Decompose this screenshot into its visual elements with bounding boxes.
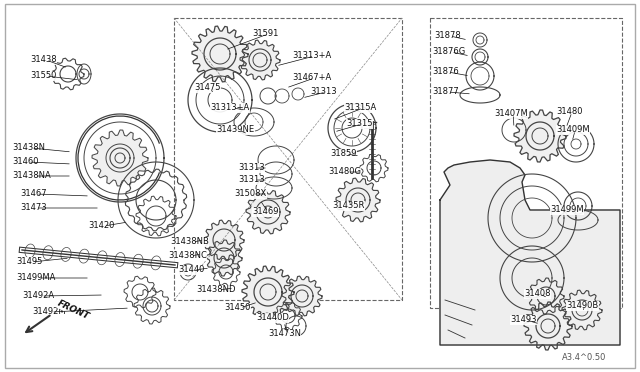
Text: 31480: 31480 bbox=[556, 108, 582, 116]
Text: 31438N: 31438N bbox=[12, 144, 45, 153]
Text: 31439NE: 31439NE bbox=[216, 125, 254, 135]
Text: 31492M: 31492M bbox=[32, 308, 66, 317]
Text: 31876G: 31876G bbox=[432, 48, 465, 57]
Text: 31480G: 31480G bbox=[328, 167, 361, 176]
Text: 31469: 31469 bbox=[252, 208, 278, 217]
Text: 31550: 31550 bbox=[30, 71, 56, 80]
Text: 31473: 31473 bbox=[20, 203, 47, 212]
Polygon shape bbox=[440, 160, 620, 345]
Text: 31495: 31495 bbox=[16, 257, 42, 266]
Text: 31315: 31315 bbox=[346, 119, 372, 128]
Text: 31440: 31440 bbox=[178, 266, 204, 275]
Text: 31876: 31876 bbox=[432, 67, 459, 77]
Text: 31473N: 31473N bbox=[268, 330, 301, 339]
Text: 31407M: 31407M bbox=[494, 109, 528, 119]
Polygon shape bbox=[336, 178, 380, 222]
Text: 31591: 31591 bbox=[252, 29, 278, 38]
Text: 31409M: 31409M bbox=[556, 125, 589, 135]
Polygon shape bbox=[192, 26, 248, 82]
Polygon shape bbox=[282, 276, 322, 316]
Text: 31878: 31878 bbox=[434, 32, 461, 41]
Text: 31313+A: 31313+A bbox=[292, 51, 332, 61]
Text: 31499M: 31499M bbox=[550, 205, 584, 215]
Text: 31313+A: 31313+A bbox=[210, 103, 249, 112]
Text: 31490B: 31490B bbox=[566, 301, 598, 311]
Text: 31435R: 31435R bbox=[332, 202, 364, 211]
Polygon shape bbox=[92, 130, 148, 186]
Text: 31859: 31859 bbox=[330, 150, 356, 158]
Text: 31438: 31438 bbox=[30, 55, 56, 64]
Polygon shape bbox=[246, 190, 290, 234]
Polygon shape bbox=[240, 40, 280, 80]
Bar bbox=[430, 18, 622, 308]
Polygon shape bbox=[204, 220, 244, 260]
Polygon shape bbox=[206, 240, 242, 276]
Polygon shape bbox=[514, 110, 566, 162]
Text: FRONT: FRONT bbox=[56, 299, 91, 321]
Text: 31460: 31460 bbox=[12, 157, 38, 167]
Text: 31499MA: 31499MA bbox=[16, 273, 56, 282]
Polygon shape bbox=[562, 290, 602, 330]
Text: 31408: 31408 bbox=[524, 289, 550, 298]
Text: 31438NC: 31438NC bbox=[168, 251, 207, 260]
Text: 31467: 31467 bbox=[20, 189, 47, 199]
Polygon shape bbox=[524, 302, 572, 350]
Text: 31313: 31313 bbox=[238, 176, 264, 185]
Text: 31467+A: 31467+A bbox=[292, 74, 332, 83]
Polygon shape bbox=[528, 278, 564, 314]
Text: 31315A: 31315A bbox=[344, 103, 376, 112]
Text: 31492A: 31492A bbox=[22, 292, 54, 301]
Text: A3.4^0.50: A3.4^0.50 bbox=[562, 353, 606, 362]
Text: 31438NB: 31438NB bbox=[170, 237, 209, 247]
Text: 31440D: 31440D bbox=[256, 314, 289, 323]
Polygon shape bbox=[242, 266, 294, 318]
Text: 31420: 31420 bbox=[88, 221, 115, 231]
Text: 31475: 31475 bbox=[194, 83, 221, 93]
Text: 31313: 31313 bbox=[238, 164, 264, 173]
Bar bbox=[174, 18, 402, 300]
Text: 31508X: 31508X bbox=[234, 189, 266, 199]
Text: 31493: 31493 bbox=[510, 315, 536, 324]
Text: 31438ND: 31438ND bbox=[196, 285, 236, 295]
Text: 31877: 31877 bbox=[432, 87, 459, 96]
Text: 31313: 31313 bbox=[310, 87, 337, 96]
Text: 31438NA: 31438NA bbox=[12, 171, 51, 180]
Text: 31450: 31450 bbox=[224, 304, 250, 312]
